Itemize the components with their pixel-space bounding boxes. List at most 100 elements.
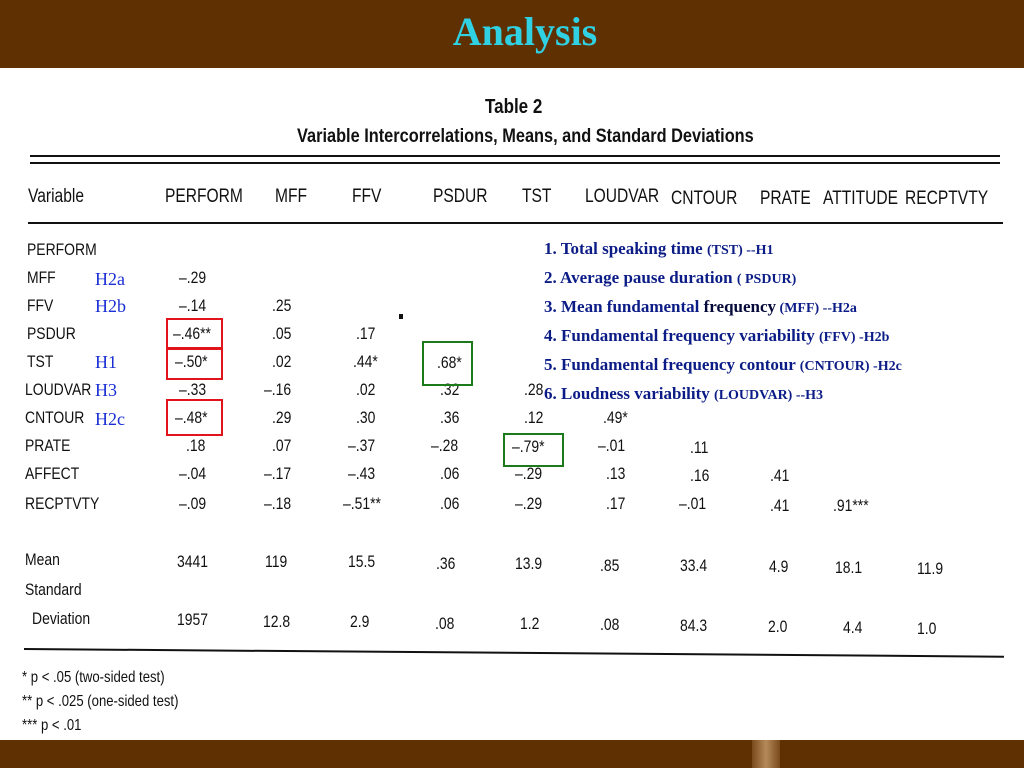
table-cell: .06 — [440, 464, 460, 483]
note-line: 4. Fundamental frequency variability (FF… — [544, 326, 890, 345]
table-cell: .18 — [186, 436, 206, 455]
column-header: TST — [522, 186, 552, 207]
column-header: MFF — [275, 186, 308, 207]
mean-value: .85 — [600, 556, 620, 575]
highlight-box-green — [422, 341, 473, 386]
table-cell: –.33 — [179, 380, 207, 399]
table-cell: .36 — [440, 408, 460, 427]
table-cell: –.14 — [179, 296, 207, 315]
table-cell: –.17 — [264, 464, 292, 483]
table-cell: –.01 — [598, 436, 626, 455]
hypothesis-label: H1 — [95, 352, 117, 372]
table-cell: –.01 — [679, 494, 707, 513]
highlight-box-red — [166, 347, 223, 380]
sd-value: 2.9 — [350, 612, 370, 631]
column-header: FFV — [352, 186, 382, 207]
table-cell: .68* — [437, 353, 462, 372]
table-bottom-rule — [23, 648, 1004, 658]
table-cell: .05 — [272, 324, 292, 343]
sd-value: 84.3 — [680, 616, 708, 635]
note-line: 5. Fundamental frequency contour (CNTOUR… — [544, 355, 902, 374]
table-cell: –.48* — [175, 408, 208, 427]
sd-value: .08 — [600, 615, 620, 634]
table-top-rule-2 — [30, 162, 1000, 164]
highlight-box-green — [503, 433, 564, 467]
highlight-box-red — [166, 399, 223, 436]
table-cell: .44* — [353, 352, 378, 371]
table-cell: .91*** — [833, 496, 869, 515]
slide-title: Analysis — [452, 9, 598, 54]
table-subtitle: Variable Intercorrelations, Means, and S… — [297, 126, 754, 147]
row-label: CNTOUR — [25, 408, 85, 427]
table-top-rule — [30, 155, 1000, 157]
sd-label: Deviation — [32, 609, 91, 628]
table-cell: .16 — [690, 466, 710, 485]
column-header: ATTITUDE — [823, 188, 899, 209]
table-cell: –.29 — [179, 268, 207, 287]
mean-value: 33.4 — [680, 556, 708, 575]
mean-value: 3441 — [177, 552, 209, 571]
row-label: LOUDVAR — [25, 380, 92, 399]
column-header: PERFORM — [165, 186, 243, 207]
row-label: PERFORM — [27, 240, 97, 259]
footnote: * p < .05 (two-sided test) — [22, 669, 165, 686]
sd-value: 1957 — [177, 610, 209, 629]
hypothesis-label: H2a — [95, 269, 125, 289]
table-cell: –.29 — [515, 494, 543, 513]
table-cell: .25 — [272, 296, 292, 315]
column-header: PRATE — [760, 188, 811, 209]
table-cell: –.16 — [264, 380, 292, 399]
table-cell: .02 — [272, 352, 292, 371]
hypothesis-label: H2b — [95, 296, 126, 316]
table-cell: –.37 — [348, 436, 376, 455]
footnote: ** p < .025 (one-sided test) — [22, 693, 179, 710]
mean-value: 11.9 — [917, 559, 944, 578]
hypothesis-label: H3 — [95, 380, 117, 400]
mean-label: Mean — [25, 550, 60, 569]
mean-value: 119 — [265, 552, 288, 571]
sd-value: 2.0 — [768, 617, 788, 636]
table-cell: .11 — [690, 438, 709, 457]
column-header: RECPTVTY — [905, 188, 989, 209]
note-line: 3. Mean fundamental frequency (MFF) --H2… — [544, 297, 857, 316]
title-bar — [0, 0, 1024, 68]
row-label: RECPTVTY — [25, 494, 100, 513]
row-label: FFV — [27, 296, 54, 315]
table-cell: .30 — [356, 408, 376, 427]
table-cell: –.29 — [515, 464, 543, 483]
mean-value: 13.9 — [515, 554, 543, 573]
sd-value: 1.2 — [520, 614, 540, 633]
table-cell: –.50* — [175, 352, 208, 371]
note-line: 6. Loudness variability (LOUDVAR) --H3 — [544, 384, 824, 403]
header-variable: Variable — [28, 186, 85, 207]
row-label: AFFECT — [25, 464, 80, 483]
sd-value: 12.8 — [263, 612, 291, 631]
table-cell: –.46** — [173, 324, 211, 343]
note-line: 2. Average pause duration ( PSDUR) — [544, 268, 797, 287]
footnote: *** p < .01 — [22, 717, 82, 734]
table-cell: .17 — [356, 324, 376, 343]
scan-speck — [399, 314, 403, 319]
table-cell: –.09 — [179, 494, 207, 513]
table-cell: –.04 — [179, 464, 207, 483]
table-cell: .28 — [524, 380, 544, 399]
table-cell: .29 — [272, 408, 292, 427]
table-cell: .07 — [272, 436, 292, 455]
table-cell: .17 — [606, 494, 626, 513]
table-cell: .13 — [606, 464, 626, 483]
table-cell: –.43 — [348, 464, 376, 483]
hypothesis-label: H2c — [95, 409, 125, 429]
note-line: 1. Total speaking time (TST) --H1 — [544, 239, 774, 258]
table-cell: –.51** — [343, 494, 381, 513]
column-header: PSDUR — [433, 186, 488, 207]
sd-value: .08 — [435, 614, 455, 633]
table-cell: .12 — [524, 408, 544, 427]
table-cell: .06 — [440, 494, 460, 513]
header-rule — [28, 222, 1003, 224]
table-cell: .49* — [603, 408, 628, 427]
row-label: PSDUR — [27, 324, 76, 343]
column-header: CNTOUR — [671, 188, 738, 209]
mean-value: 15.5 — [348, 552, 376, 571]
row-label: TST — [27, 352, 54, 371]
sd-value: 4.4 — [843, 618, 863, 637]
